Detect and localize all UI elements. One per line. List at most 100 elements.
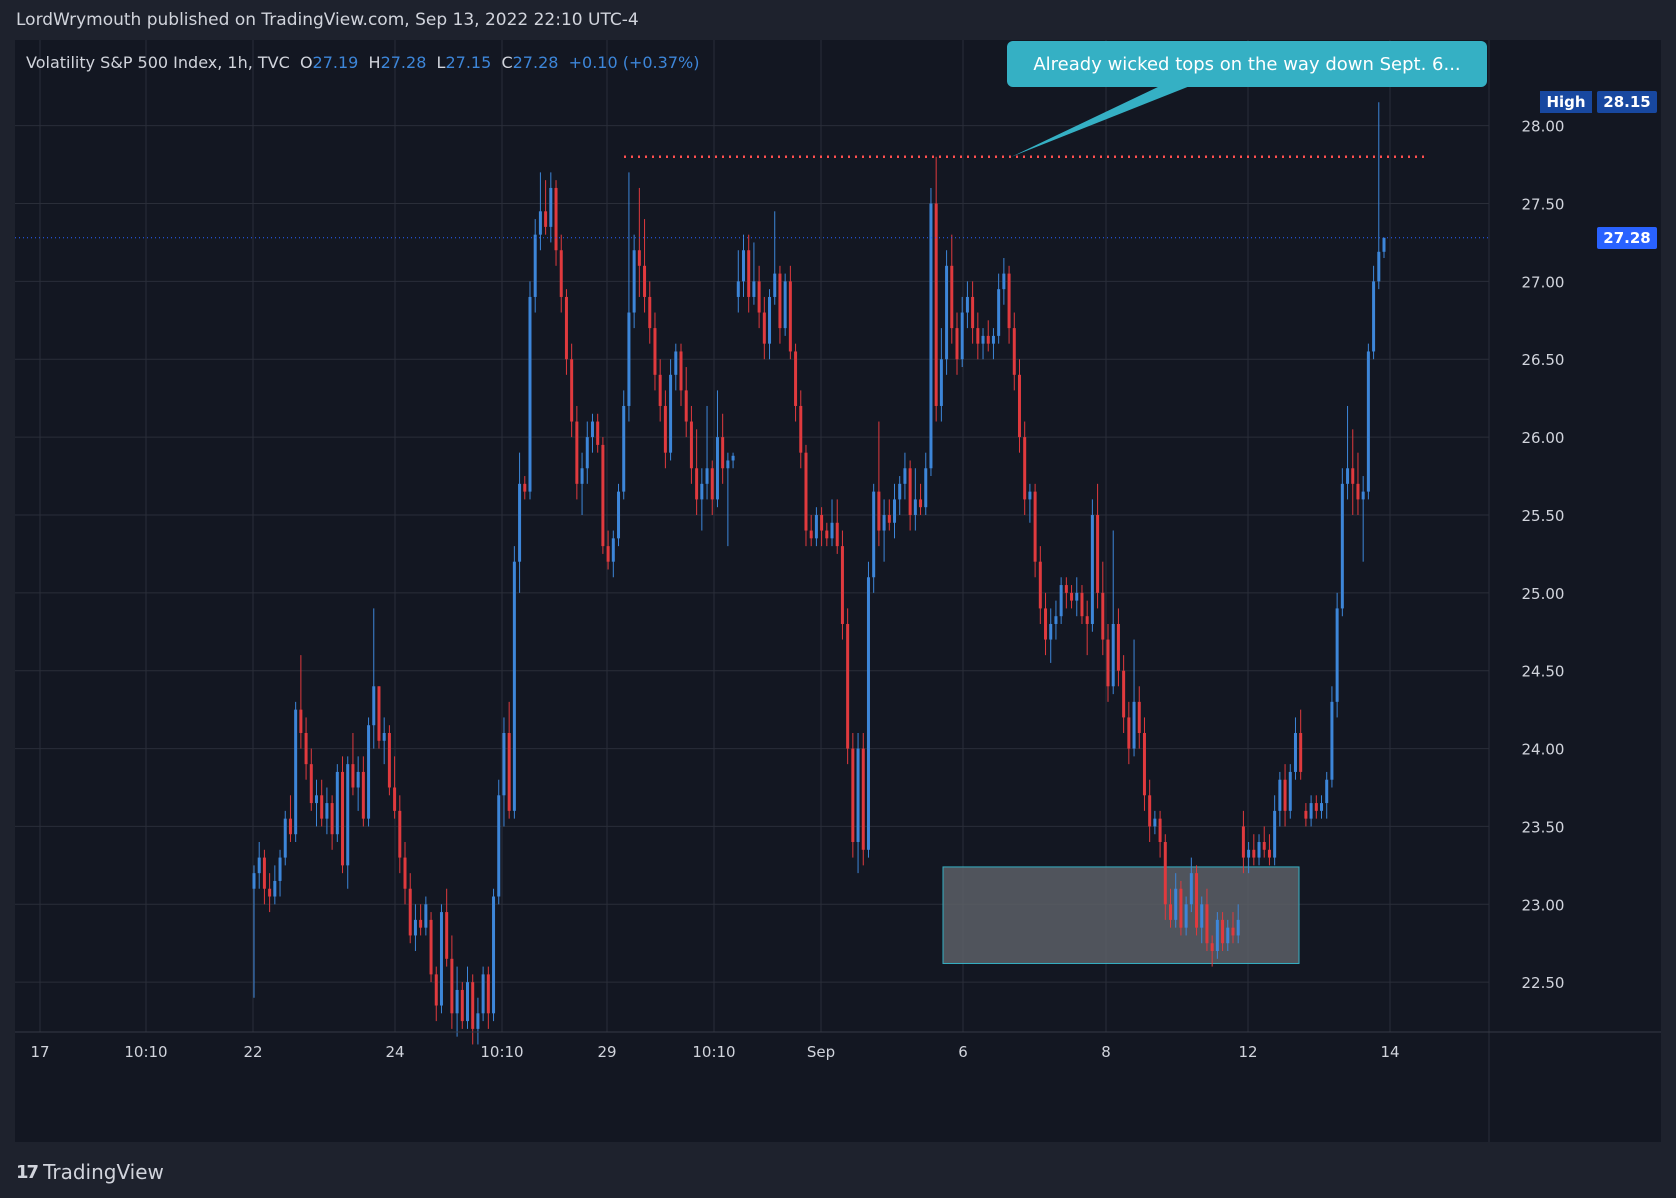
candle [434, 966, 438, 1022]
candle-body [814, 514, 818, 539]
candle [736, 250, 740, 313]
candle [851, 732, 855, 858]
candle [622, 390, 626, 500]
candle [538, 172, 542, 251]
candle [1293, 717, 1297, 780]
candle-body [314, 795, 318, 804]
candle-body [393, 787, 397, 811]
chart-frame[interactable]: 28.00 27.50 27.00 26.50 26.00 25.50 25.00 24.50… [15, 40, 1661, 1142]
candle [533, 219, 537, 313]
candle [799, 390, 803, 469]
y-tick-label: 24.50 [1522, 663, 1565, 681]
candle-body [757, 281, 761, 313]
candle [419, 904, 423, 936]
candle [393, 756, 397, 819]
candle-body [549, 187, 553, 227]
candle [304, 717, 308, 780]
candle [663, 390, 667, 469]
candle-body [466, 982, 470, 1022]
candle-body [700, 483, 704, 500]
candle [674, 343, 678, 391]
candle [1012, 312, 1016, 391]
candle [351, 732, 355, 796]
candle-body [1346, 468, 1350, 484]
candle-body [1090, 514, 1094, 624]
candle [866, 561, 870, 858]
candle [356, 756, 360, 811]
candle-body [747, 250, 751, 297]
candle-body [705, 468, 709, 484]
chart-svg[interactable]: 28.00 27.50 27.00 26.50 26.00 25.50 25.00 24.50… [15, 40, 1661, 1142]
candle-body [684, 390, 688, 422]
candle [1267, 834, 1271, 866]
candle-body [1377, 251, 1381, 282]
legend-high-value: 27.28 [380, 53, 427, 72]
candle-body [1262, 842, 1266, 850]
candle [486, 966, 490, 1029]
candle-body [945, 265, 949, 360]
candle-body [1033, 491, 1037, 562]
candle-body [1283, 779, 1287, 811]
candle-body [523, 483, 527, 492]
candle [346, 756, 350, 889]
candle-body [1132, 701, 1136, 749]
candle [257, 842, 261, 889]
candle [778, 265, 782, 344]
y-tick-label: 25.50 [1522, 507, 1565, 525]
candle [439, 904, 443, 1014]
candle [1038, 546, 1042, 624]
candle [1127, 701, 1131, 765]
candle [408, 873, 412, 944]
tradingview-logo-icon: 17 [16, 1161, 39, 1183]
candle-body [455, 989, 459, 1014]
candle-body [1049, 623, 1053, 640]
tradingview-logo[interactable]: 17 TradingView [16, 1160, 164, 1184]
candle-body [1116, 623, 1120, 671]
candle-body [1028, 491, 1032, 500]
annotation-callout[interactable]: Already wicked tops on the way down Sept… [1007, 41, 1487, 87]
candle-body [559, 250, 563, 297]
candle [429, 912, 433, 983]
candle [960, 296, 964, 368]
legend-close-value: 27.28 [512, 53, 559, 72]
candle [299, 655, 303, 749]
candle-body [1158, 818, 1162, 843]
candle [721, 413, 725, 484]
candle-body [1226, 927, 1230, 944]
candle-body [820, 514, 824, 531]
x-tick-label: 12 [1238, 1043, 1257, 1061]
candle [658, 359, 662, 422]
candle-body [1361, 491, 1365, 500]
candle [413, 904, 417, 952]
candle [575, 405, 579, 500]
candle [309, 748, 313, 811]
x-tick-label: 10:10 [480, 1043, 523, 1061]
candle-body [788, 281, 792, 352]
candle [1257, 834, 1261, 866]
candle-body [268, 888, 272, 897]
candle [507, 701, 511, 819]
candle [273, 865, 277, 905]
candle-body [741, 250, 745, 282]
candle [715, 390, 719, 508]
candle [518, 452, 522, 593]
candle [752, 242, 756, 305]
candle-body [1127, 717, 1131, 749]
candle [950, 234, 954, 344]
candle-body [794, 351, 798, 406]
candle [341, 756, 345, 874]
candle [325, 787, 329, 835]
candle [1314, 795, 1318, 819]
candle [788, 265, 792, 360]
candle-body [439, 912, 443, 1006]
candle [695, 429, 699, 515]
candle [268, 873, 272, 913]
candle [1262, 826, 1266, 858]
candle [997, 273, 1001, 344]
x-tick-label: 17 [30, 1043, 49, 1061]
candle-body [257, 857, 261, 874]
candles [252, 102, 1386, 1045]
candle-body [476, 1013, 480, 1029]
candle-body [330, 803, 334, 835]
candle-body [1002, 273, 1006, 290]
